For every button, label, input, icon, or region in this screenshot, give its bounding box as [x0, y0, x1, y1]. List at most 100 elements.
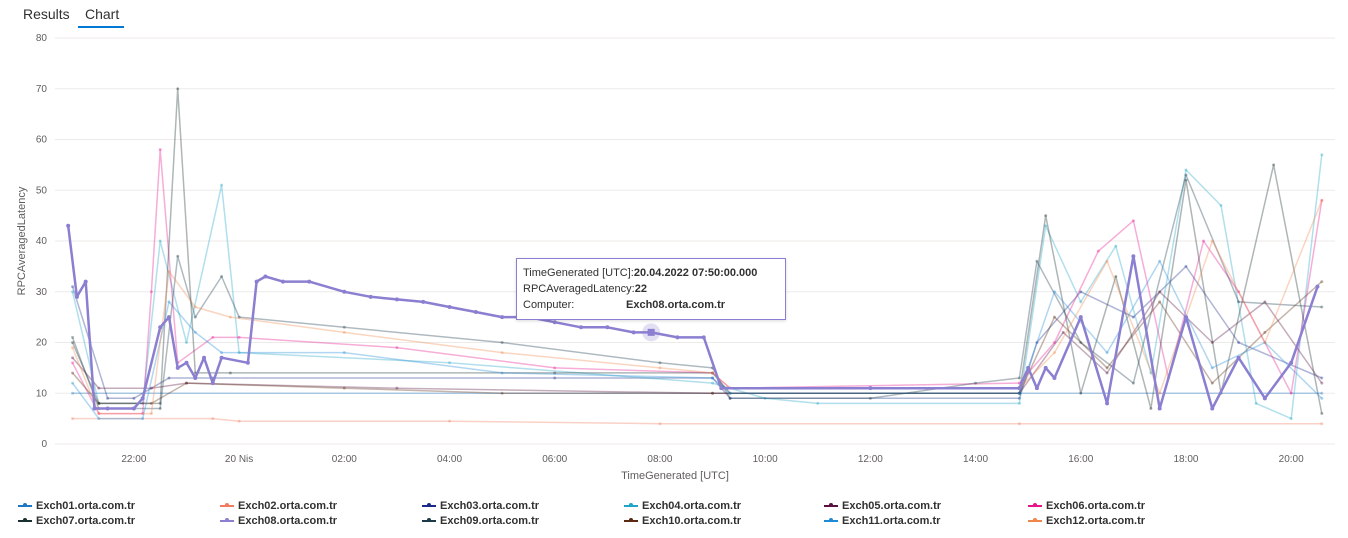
legend-item-exch04[interactable]: Exch04.orta.com.tr — [624, 500, 741, 512]
legend-item-exch08[interactable]: Exch08.orta.com.tr — [220, 515, 337, 527]
legend-item-exch05[interactable]: Exch05.orta.com.tr — [824, 500, 941, 512]
tooltip-computer-value: Exch08.orta.com.tr — [626, 299, 726, 311]
data-point-exch06 — [141, 412, 145, 416]
data-point-exch05 — [71, 356, 75, 360]
tab-results[interactable]: Results — [23, 6, 70, 22]
data-point-exch07 — [158, 401, 162, 405]
tab-chart[interactable]: Chart — [85, 6, 120, 22]
data-point-exch11 — [342, 351, 346, 355]
data-point-exch12 — [1052, 351, 1056, 355]
x-tick-label: 02:00 — [332, 454, 357, 465]
legend-swatch — [824, 518, 838, 523]
data-point-exch07 — [553, 371, 557, 375]
data-point-exch08 — [245, 360, 250, 365]
data-point-exch03 — [1079, 290, 1083, 294]
legend-swatch — [624, 503, 638, 508]
legend-item-exch12[interactable]: Exch12.orta.com.tr — [1028, 515, 1145, 527]
tooltip-metric-value: 22 — [634, 283, 647, 295]
data-point-exch03 — [1035, 341, 1039, 344]
series-line-exch11 — [71, 260, 1323, 420]
data-point-exch05 — [149, 386, 153, 390]
line-chart[interactable]: 0 10 20 30 40 50 60 70 80 22:00 20 Nis 02:00 04:00 06… — [0, 28, 1348, 498]
data-point-exch06 — [1096, 249, 1100, 253]
data-point-exch09 — [1035, 259, 1039, 263]
legend-item-exch09[interactable]: Exch09.orta.com.tr — [422, 515, 539, 527]
y-tick-label: 50 — [36, 185, 48, 196]
legend-label: Exch08.orta.com.tr — [238, 515, 338, 527]
data-point-exch10 — [1210, 381, 1214, 385]
data-point-exch08 — [1289, 360, 1294, 365]
data-point-exch12 — [500, 351, 504, 355]
data-point-exch04 — [1114, 244, 1118, 248]
data-point-exch04 — [158, 239, 162, 243]
legend-item-exch01[interactable]: Exch01.orta.com.tr — [18, 500, 135, 512]
data-point-exch04 — [816, 401, 820, 405]
data-point-exch08 — [719, 386, 724, 391]
data-point-exch12 — [97, 412, 101, 416]
data-point-exch03 — [1131, 315, 1135, 319]
data-point-exch04 — [237, 351, 241, 355]
data-point-exch10 — [149, 401, 153, 405]
data-point-exch08 — [158, 325, 163, 330]
data-point-exch06 — [1237, 290, 1241, 294]
legend-label: Exch11.orta.com.tr — [842, 515, 941, 527]
data-point-exch03 — [553, 376, 557, 380]
legend-swatch — [220, 518, 234, 523]
x-tick-label: 10:00 — [753, 454, 778, 465]
data-point-exch12 — [342, 330, 346, 334]
data-point-exch04 — [71, 290, 75, 294]
data-point-exch11 — [1052, 290, 1056, 294]
data-point-exch11 — [1017, 391, 1021, 395]
data-point-exch07 — [1272, 163, 1276, 167]
data-point-exch08 — [131, 406, 136, 411]
data-point-exch02 — [1320, 422, 1324, 426]
data-point-exch08 — [74, 294, 79, 299]
data-point-exch06 — [711, 371, 715, 375]
tab-bar: Results Chart — [0, 0, 1348, 30]
data-point-exch08 — [1210, 406, 1215, 411]
data-point-exch08 — [394, 297, 399, 302]
legend-item-exch03[interactable]: Exch03.orta.com.tr — [422, 500, 539, 512]
data-point-exch12 — [658, 366, 662, 370]
data-point-exch04 — [1219, 203, 1223, 207]
data-point-exch09 — [974, 381, 978, 385]
data-point-exch03 — [132, 396, 136, 400]
data-point-exch11 — [500, 371, 504, 375]
data-point-exch12 — [1210, 239, 1214, 243]
legend-item-exch10[interactable]: Exch10.orta.com.tr — [624, 515, 741, 527]
legend-item-exch02[interactable]: Exch02.orta.com.tr — [220, 500, 337, 512]
legend-item-exch07[interactable]: Exch07.orta.com.tr — [18, 515, 135, 527]
legend-swatch — [18, 518, 32, 523]
data-point-exch08 — [1131, 254, 1136, 259]
data-point-exch08 — [579, 325, 584, 330]
data-point-exch12 — [1105, 259, 1109, 263]
series-line-exch04 — [71, 154, 1323, 420]
data-point-exch08 — [254, 279, 259, 284]
x-tick-label: 22:00 — [121, 454, 146, 465]
data-point-exch07 — [1184, 178, 1188, 182]
data-point-exch09 — [1131, 381, 1135, 385]
data-point-exch09 — [1320, 305, 1324, 309]
data-point-exch10 — [71, 371, 75, 375]
legend-item-exch06[interactable]: Exch06.orta.com.tr — [1028, 500, 1145, 512]
data-point-exch07 — [1079, 391, 1083, 395]
data-point-exch03 — [711, 376, 715, 380]
y-tick-label: 30 — [36, 287, 48, 298]
legend-label: Exch01.orta.com.tr — [36, 500, 136, 512]
data-point-exch10 — [1105, 366, 1109, 370]
data-point-exch06 — [1201, 239, 1205, 243]
y-tick-label: 10 — [36, 388, 48, 399]
data-point-exch09 — [868, 396, 872, 400]
legend-item-exch11[interactable]: Exch11.orta.com.tr — [824, 515, 940, 527]
data-point-exch08 — [1043, 365, 1048, 370]
data-point-exch08 — [1157, 406, 1162, 411]
data-point-exch05 — [1061, 330, 1065, 334]
data-point-exch04 — [763, 396, 767, 400]
data-point-exch10 — [185, 381, 189, 385]
series-line-exch06 — [71, 148, 1323, 415]
legend-swatch — [824, 503, 838, 508]
data-point-exch08 — [140, 396, 145, 401]
series-line-exch12 — [71, 200, 1323, 415]
data-point-exch03 — [106, 396, 110, 400]
legend-swatch — [624, 518, 638, 523]
